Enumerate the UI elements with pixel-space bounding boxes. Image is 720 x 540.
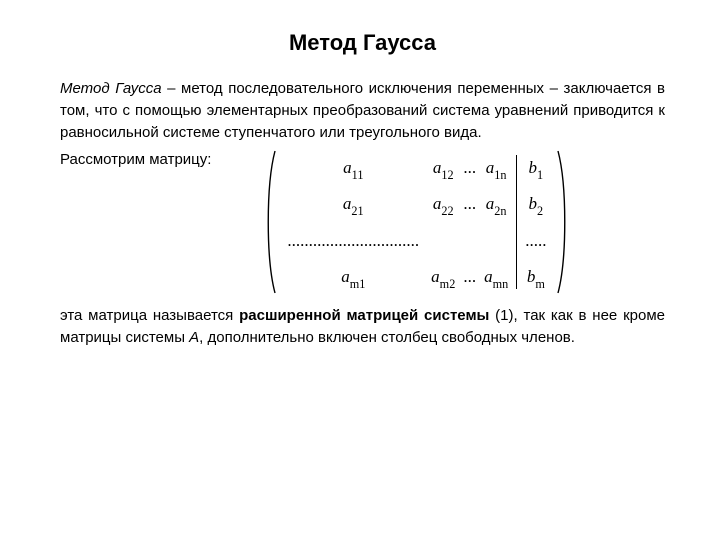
p2-pre: эта матрица называется — [60, 307, 239, 324]
term-augmented-matrix: расширенной матрицей системы — [239, 307, 489, 324]
cell-am1: am1 — [287, 259, 419, 295]
term-method-name: Метод Гаусса — [60, 80, 162, 97]
cell-dots-m2: ... — [463, 259, 476, 295]
cell-bm: bm — [525, 259, 546, 295]
augmented-matrix: a11 a21 ............................... … — [263, 149, 570, 295]
matrix-section: Рассмотрим матрицу: a11 a21 ............… — [60, 149, 665, 295]
matrix-col-b: b1 b2 ..... bm — [519, 149, 552, 295]
cell-a11: a11 — [287, 150, 419, 186]
matrix-body: a11 a21 ............................... … — [277, 149, 556, 295]
cell-a2n: a2n — [484, 186, 508, 222]
cell-b2: b2 — [525, 186, 546, 222]
matrix-col-n: a1n a2n . amn — [478, 149, 514, 295]
augment-separator — [516, 155, 517, 289]
cell-a21: a21 — [287, 186, 419, 222]
cell-a1n: a1n — [484, 150, 508, 186]
matrix-label: Рассмотрим матрицу: — [60, 149, 247, 168]
cell-am2: am2 — [431, 259, 455, 295]
cell-amn: amn — [484, 259, 508, 295]
cell-b1: b1 — [525, 150, 546, 186]
paragraph-definition: Метод Гаусса – метод последовательного и… — [60, 78, 665, 143]
matrix-A-symbol: А — [189, 329, 199, 346]
matrix-col-2: a12 a22 . am2 — [425, 149, 461, 295]
cell-a22: a22 — [431, 186, 455, 222]
cell-row-dots-B: ..... — [525, 223, 546, 259]
cell-dots-22: ... — [463, 186, 476, 222]
page-title: Метод Гаусса — [60, 30, 665, 56]
cell-a12: a12 — [431, 150, 455, 186]
right-paren-icon — [556, 149, 570, 295]
p2-post: , дополнительно включен столбец свободны… — [199, 329, 575, 346]
cell-dots-12: ... — [463, 150, 476, 186]
left-paren-icon — [263, 149, 277, 295]
paragraph-explanation: эта матрица называется расширенной матри… — [60, 305, 665, 349]
cell-row-dots-A: ............................... — [287, 223, 419, 259]
matrix-col-1: a11 a21 ............................... … — [281, 149, 425, 295]
matrix-col-dots: ... ... . ... — [461, 149, 478, 295]
